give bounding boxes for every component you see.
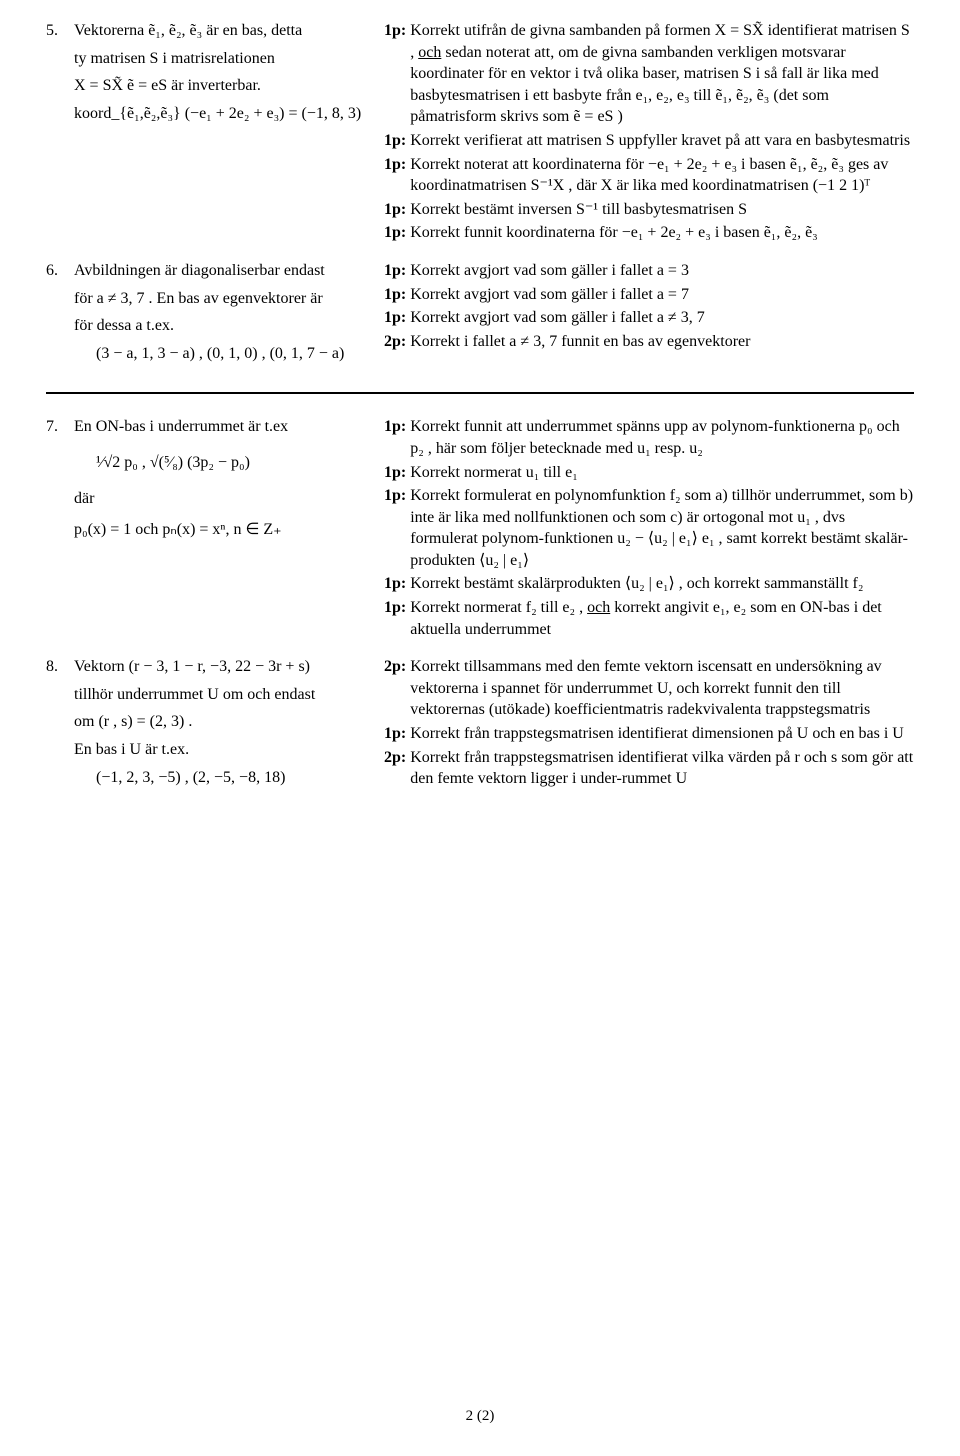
q5-number: 5. bbox=[46, 20, 74, 42]
q7-left-line1: En ON-bas i underrummet är t.ex bbox=[74, 416, 366, 438]
q6-right: 1p: Korrekt avgjort vad som gäller i fal… bbox=[384, 260, 914, 354]
p-label: 1p: bbox=[384, 307, 410, 329]
p-text: Korrekt normerat u₁ till e₁ bbox=[410, 462, 914, 484]
p-text: Korrekt från trappstegsmatrisen identifi… bbox=[410, 723, 914, 745]
p-label: 1p: bbox=[384, 573, 410, 595]
p-text: Korrekt avgjort vad som gäller i fallet … bbox=[410, 284, 914, 306]
q6-left-line3: för dessa a t.ex. bbox=[74, 315, 366, 337]
q8-left: Vektorn (r − 3, 1 − r, −3, 22 − 3r + s) … bbox=[74, 656, 384, 794]
page: 5. Vektorerna ẽ₁, ẽ₂, ẽ₃ är en bas, dett… bbox=[0, 0, 960, 1456]
q5-p5: 1p: Korrekt funnit koordinaterna för −e₁… bbox=[384, 222, 914, 244]
q7-left-line3: där bbox=[74, 488, 366, 510]
p-text: Korrekt utifrån de givna sambanden på fo… bbox=[410, 20, 914, 128]
p-label: 2p: bbox=[384, 747, 410, 769]
p-text: Korrekt bestämt skalärprodukten ⟨u₂ | e₁… bbox=[410, 573, 914, 595]
q6-left-line2: för a ≠ 3, 7 . En bas av egenvektorer är bbox=[74, 288, 366, 310]
p-label: 1p: bbox=[384, 284, 410, 306]
p-label: 2p: bbox=[384, 331, 410, 353]
q5-left-line3: X = SX̃ ẽ = eS är inverterbar. bbox=[74, 75, 366, 97]
q5-left: Vektorerna ẽ₁, ẽ₂, ẽ₃ är en bas, detta t… bbox=[74, 20, 384, 130]
q8-left-line2: tillhör underrummet U om och endast bbox=[74, 684, 366, 706]
q5-p2: 1p: Korrekt verifierat att matrisen S up… bbox=[384, 130, 914, 152]
q7-left: En ON-bas i underrummet är t.ex ¹⁄√2 p₀ … bbox=[74, 416, 384, 546]
p-text: Korrekt funnit att underrummet spänns up… bbox=[410, 416, 914, 459]
p-text: Korrekt funnit koordinaterna för −e₁ + 2… bbox=[410, 222, 914, 244]
p-label: 1p: bbox=[384, 416, 410, 438]
q6-p2: 1p: Korrekt avgjort vad som gäller i fal… bbox=[384, 284, 914, 306]
p-label: 1p: bbox=[384, 199, 410, 221]
p-label: 1p: bbox=[384, 130, 410, 152]
p-text: Korrekt normerat f₂ till e₂ , och korrek… bbox=[410, 597, 914, 640]
q7-p3: 1p: Korrekt formulerat en polynomfunktio… bbox=[384, 485, 914, 571]
q8-p2: 1p: Korrekt från trappstegsmatrisen iden… bbox=[384, 723, 914, 745]
q5-left-line4: koord_{ẽ₁,ẽ₂,ẽ₃} (−e₁ + 2e₂ + e₃) = (−1,… bbox=[74, 103, 366, 125]
p-text: Korrekt noterat att koordinaterna för −e… bbox=[410, 154, 914, 197]
q7-p1: 1p: Korrekt funnit att underrummet spänn… bbox=[384, 416, 914, 459]
p-label: 1p: bbox=[384, 462, 410, 484]
p-label: 2p: bbox=[384, 656, 410, 678]
q6-left-line4: (3 − a, 1, 3 − a) , (0, 1, 0) , (0, 1, 7… bbox=[74, 343, 366, 365]
q8-left-line3: om (r , s) = (2, 3) . bbox=[74, 711, 366, 733]
q8-left-line5: (−1, 2, 3, −5) , (2, −5, −8, 18) bbox=[74, 767, 366, 789]
q8-p3: 2p: Korrekt från trappstegsmatrisen iden… bbox=[384, 747, 914, 790]
page-footer: 2 (2) bbox=[0, 1406, 960, 1426]
q5-right: 1p: Korrekt utifrån de givna sambanden p… bbox=[384, 20, 914, 246]
p-text: Korrekt verifierat att matrisen S uppfyl… bbox=[410, 130, 914, 152]
q5-p1: 1p: Korrekt utifrån de givna sambanden p… bbox=[384, 20, 914, 128]
question-7: 7. En ON-bas i underrummet är t.ex ¹⁄√2 … bbox=[46, 416, 914, 642]
q5-p3: 1p: Korrekt noterat att koordinaterna fö… bbox=[384, 154, 914, 197]
q7-p4: 1p: Korrekt bestämt skalärprodukten ⟨u₂ … bbox=[384, 573, 914, 595]
p-text: Korrekt avgjort vad som gäller i fallet … bbox=[410, 307, 914, 329]
q7-left-line2: ¹⁄√2 p₀ , √(⁵⁄₈) (3p₂ − p₀) bbox=[74, 452, 366, 474]
q7-p5: 1p: Korrekt normerat f₂ till e₂ , och ko… bbox=[384, 597, 914, 640]
q6-p4: 2p: Korrekt i fallet a ≠ 3, 7 funnit en … bbox=[384, 331, 914, 353]
q8-p1: 2p: Korrekt tillsammans med den femte ve… bbox=[384, 656, 914, 721]
q5-left-line2: ty matrisen S i matrisrelationen bbox=[74, 48, 366, 70]
p-label: 1p: bbox=[384, 485, 410, 507]
q6-left-line1: Avbildningen är diagonaliserbar endast bbox=[74, 260, 366, 282]
p-text: Korrekt från trappstegsmatrisen identifi… bbox=[410, 747, 914, 790]
q8-left-line4: En bas i U är t.ex. bbox=[74, 739, 366, 761]
q7-p2: 1p: Korrekt normerat u₁ till e₁ bbox=[384, 462, 914, 484]
p-label: 1p: bbox=[384, 154, 410, 176]
p-text: Korrekt avgjort vad som gäller i fallet … bbox=[410, 260, 914, 282]
p-label: 1p: bbox=[384, 260, 410, 282]
q5-left-line1: Vektorerna ẽ₁, ẽ₂, ẽ₃ är en bas, detta bbox=[74, 20, 366, 42]
divider bbox=[46, 392, 914, 394]
p-label: 1p: bbox=[384, 723, 410, 745]
q7-right: 1p: Korrekt funnit att underrummet spänn… bbox=[384, 416, 914, 642]
q6-number: 6. bbox=[46, 260, 74, 282]
question-6: 6. Avbildningen är diagonaliserbar endas… bbox=[46, 260, 914, 370]
p-text: Korrekt formulerat en polynomfunktion f₂… bbox=[410, 485, 914, 571]
question-8: 8. Vektorn (r − 3, 1 − r, −3, 22 − 3r + … bbox=[46, 656, 914, 794]
q6-left: Avbildningen är diagonaliserbar endast f… bbox=[74, 260, 384, 370]
p-text: Korrekt i fallet a ≠ 3, 7 funnit en bas … bbox=[410, 331, 914, 353]
p-label: 1p: bbox=[384, 20, 410, 42]
q5-p4: 1p: Korrekt bestämt inversen S⁻¹ till ba… bbox=[384, 199, 914, 221]
q8-right: 2p: Korrekt tillsammans med den femte ve… bbox=[384, 656, 914, 792]
p-text: Korrekt tillsammans med den femte vektor… bbox=[410, 656, 914, 721]
p-text: Korrekt bestämt inversen S⁻¹ till basbyt… bbox=[410, 199, 914, 221]
q6-p1: 1p: Korrekt avgjort vad som gäller i fal… bbox=[384, 260, 914, 282]
q7-number: 7. bbox=[46, 416, 74, 438]
q8-number: 8. bbox=[46, 656, 74, 678]
question-5: 5. Vektorerna ẽ₁, ẽ₂, ẽ₃ är en bas, dett… bbox=[46, 20, 914, 246]
q6-p3: 1p: Korrekt avgjort vad som gäller i fal… bbox=[384, 307, 914, 329]
q8-left-line1: Vektorn (r − 3, 1 − r, −3, 22 − 3r + s) bbox=[74, 656, 366, 678]
q7-left-line4: p₀(x) = 1 och pₙ(x) = xⁿ, n ∈ Z₊ bbox=[74, 519, 366, 541]
p-label: 1p: bbox=[384, 222, 410, 244]
p-label: 1p: bbox=[384, 597, 410, 619]
